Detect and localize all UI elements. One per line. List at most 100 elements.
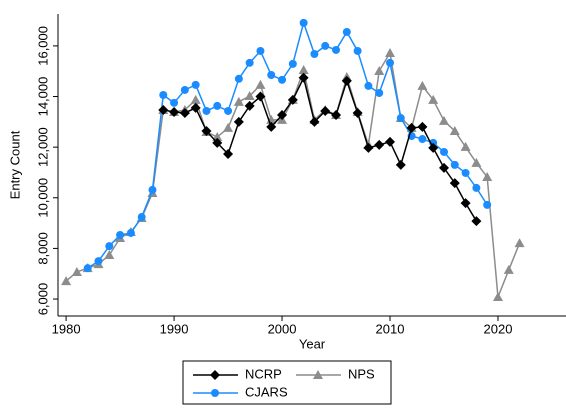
marker (298, 72, 309, 83)
marker (278, 75, 287, 84)
series-line (65, 50, 521, 298)
marker (61, 276, 72, 286)
marker (170, 98, 179, 107)
marker (460, 198, 471, 209)
marker (385, 136, 396, 147)
marker (137, 213, 146, 222)
marker (460, 141, 471, 151)
marker (395, 159, 406, 170)
marker (309, 116, 320, 127)
marker (223, 122, 234, 132)
y-tick-label: 6,000 (35, 283, 50, 316)
marker (396, 114, 405, 123)
marker (450, 160, 459, 169)
marker (83, 264, 92, 273)
marker (180, 85, 189, 94)
y-tick-label: 8,000 (35, 232, 50, 265)
marker (503, 264, 514, 274)
marker (71, 266, 82, 276)
y-tick-label: 14,000 (35, 77, 50, 117)
marker (201, 125, 212, 136)
marker (438, 115, 449, 125)
marker (210, 370, 220, 380)
marker (449, 178, 460, 189)
marker (211, 389, 219, 397)
x-axis-label: Year (299, 336, 326, 351)
marker (190, 102, 201, 113)
marker (202, 106, 211, 115)
marker (233, 116, 244, 127)
marker (234, 74, 243, 83)
marker (169, 106, 180, 117)
marker (299, 18, 308, 27)
x-tick-label: 1980 (52, 321, 81, 336)
marker (483, 200, 492, 209)
marker (438, 162, 449, 173)
legend-label: CJARS (245, 384, 288, 399)
marker (159, 91, 168, 100)
marker (287, 94, 298, 105)
marker (418, 135, 427, 144)
marker (94, 257, 103, 266)
marker (374, 139, 385, 150)
marker (320, 105, 331, 116)
y-tick-label: 16,000 (35, 26, 50, 66)
y-tick-label: 10,000 (35, 178, 50, 218)
marker (428, 142, 439, 153)
marker (277, 110, 288, 121)
marker (363, 142, 374, 153)
marker (126, 228, 135, 237)
x-tick-label: 2000 (268, 321, 297, 336)
marker (244, 91, 255, 101)
y-tick-label: 12,000 (35, 127, 50, 167)
marker (266, 121, 277, 132)
marker (472, 183, 481, 192)
marker (331, 110, 342, 121)
marker (471, 216, 482, 227)
marker (310, 49, 319, 58)
marker (212, 132, 223, 142)
marker (158, 104, 169, 115)
marker (191, 80, 200, 89)
marker (439, 147, 448, 156)
marker (482, 172, 493, 182)
marker (105, 242, 114, 251)
marker (212, 137, 223, 148)
marker (244, 100, 255, 111)
marker (224, 106, 233, 115)
marker (374, 65, 385, 75)
y-axis-label: Entry Count (7, 130, 22, 199)
marker (406, 122, 417, 133)
marker (288, 59, 297, 68)
legend-label: NPS (348, 366, 375, 381)
marker (223, 148, 234, 159)
legend-box (182, 360, 392, 405)
marker (375, 88, 384, 97)
series-line (87, 20, 488, 269)
marker (313, 370, 323, 379)
marker (417, 80, 428, 90)
marker (341, 75, 352, 86)
marker (461, 168, 470, 177)
marker (492, 292, 503, 302)
x-tick-label: 1990 (160, 321, 189, 336)
marker (417, 121, 428, 132)
marker (190, 94, 201, 104)
marker (449, 125, 460, 135)
marker (514, 238, 525, 248)
marker (179, 107, 190, 118)
marker (267, 71, 276, 80)
marker (256, 46, 265, 55)
series-line (163, 75, 478, 222)
marker (148, 185, 157, 194)
marker (255, 79, 266, 89)
marker (428, 94, 439, 104)
marker (385, 47, 396, 57)
legend-label: NCRP (245, 366, 282, 381)
marker (352, 107, 363, 118)
marker (255, 91, 266, 102)
marker (213, 101, 222, 110)
marker (332, 45, 341, 54)
marker (104, 249, 115, 259)
marker (471, 157, 482, 167)
